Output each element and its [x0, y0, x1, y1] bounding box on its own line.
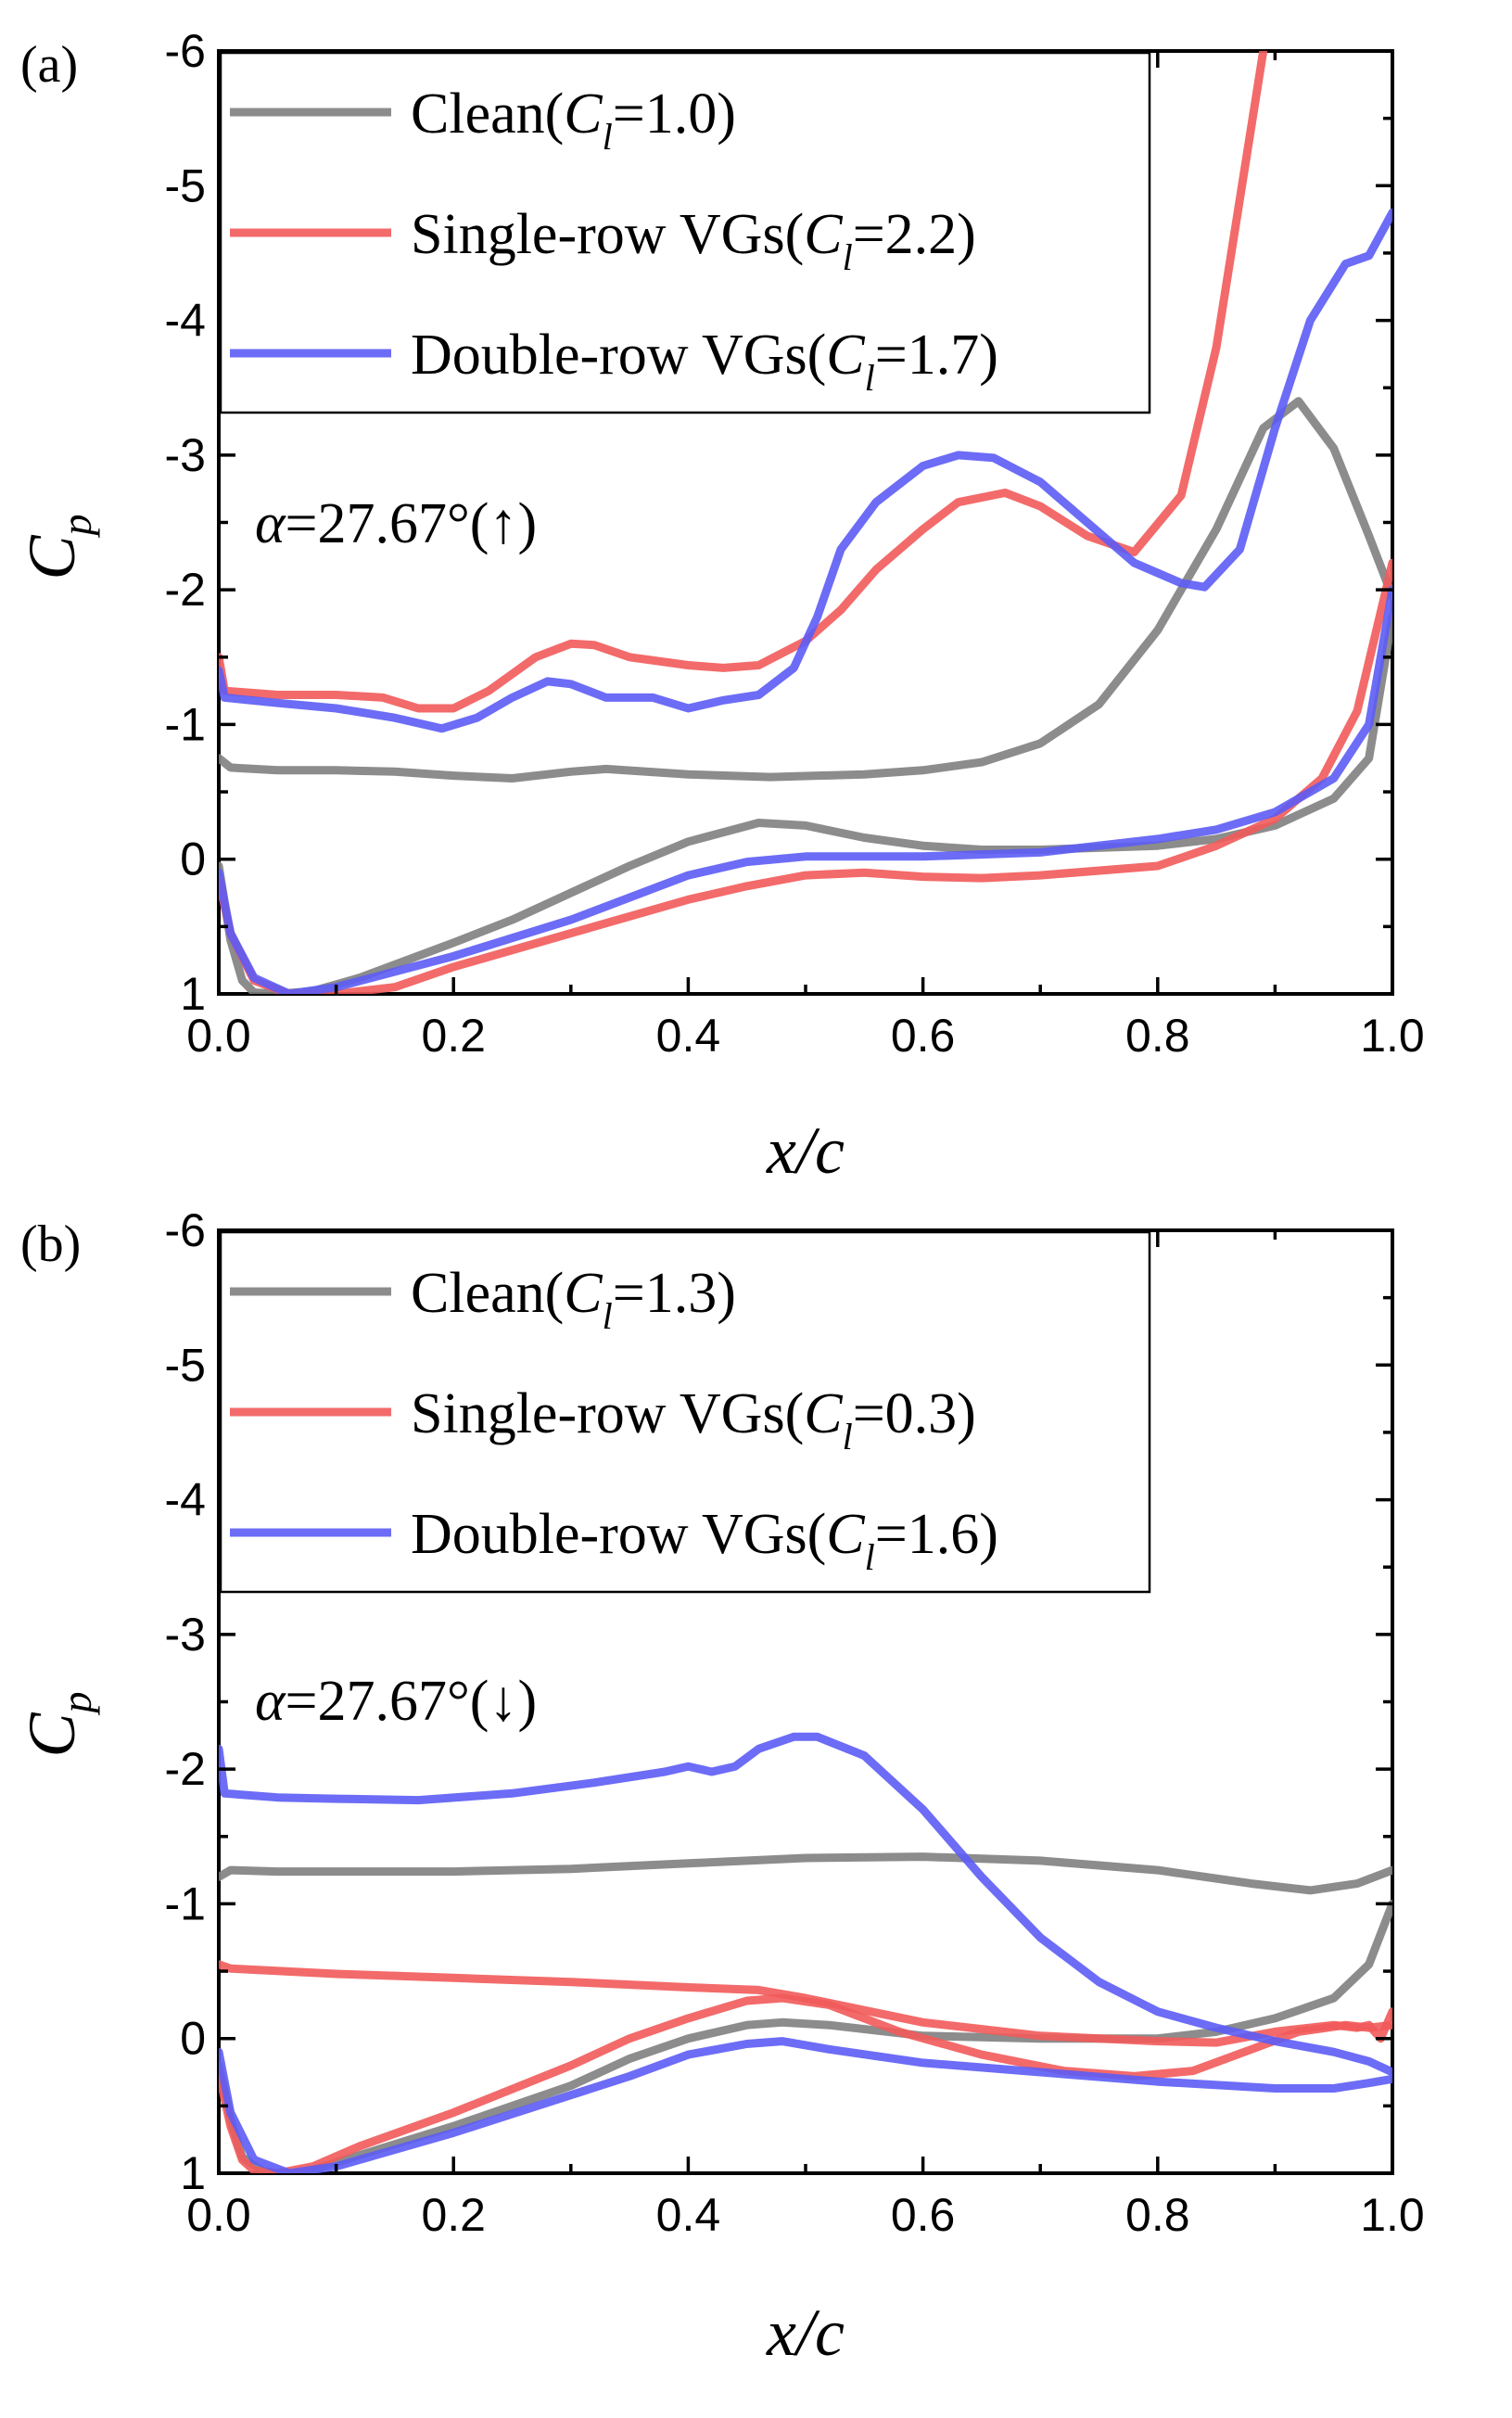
y-tick-label: -1	[165, 1877, 206, 1929]
x-tick-label: 0.4	[656, 1010, 721, 1062]
series-double-upper-line	[219, 1732, 1392, 2077]
x-tick-label: 0.8	[1125, 2189, 1190, 2241]
series-clean-lower-line	[219, 1899, 1392, 2173]
series-double-lower-line	[219, 2037, 1392, 2173]
x-tick-label: 0.6	[891, 1010, 956, 1062]
y-tick-label: 1	[180, 2147, 206, 2199]
x-tick-label: 0.2	[421, 2189, 486, 2241]
legend-label-double: Double-row VGs(Cl=1.7)	[411, 324, 998, 399]
annotation-text-a: =27.67°(↑)	[286, 492, 538, 555]
svg-text:Cp: Cp	[15, 514, 100, 579]
x-tick-label: 1.0	[1360, 2189, 1425, 2241]
y-tick-label: -6	[165, 1204, 206, 1256]
y-title-main-a: C	[15, 535, 89, 580]
legend-label-single: Single-row VGs(Cl=2.2)	[411, 203, 976, 278]
x-tick-label: 1.0	[1360, 1010, 1425, 1062]
x-tick-label: 0.4	[656, 2189, 721, 2241]
y-tick-label: -6	[165, 25, 206, 77]
y-tick-label: -5	[165, 159, 206, 211]
y-tick-label: -4	[165, 295, 206, 347]
y-tick-label: -4	[165, 1474, 206, 1526]
legend-label-double: Double-row VGs(Cl=1.6)	[411, 1503, 998, 1578]
panel-label-a: (a)	[20, 36, 78, 94]
panel-a: (a) 0.0 0.2 0.4 0.6 0.8 1.0 -6 -5 -4 -3 -2 -1 0 1 Cle…	[15, 25, 1425, 1188]
series-clean-upper-line	[219, 1852, 1392, 1895]
series-single-lower-line	[219, 558, 1392, 994]
x-axis-title-b: x/c	[766, 2296, 845, 2370]
y-title-main-b: C	[15, 1712, 89, 1758]
svg-text:Cp: Cp	[15, 1691, 100, 1757]
series-layer-b	[219, 1732, 1392, 2173]
annotation-text-b: =27.67°(↓)	[286, 1670, 538, 1733]
legend-entries-b: Clean(Cl=1.3) Single-row VGs(Cl=0.3) Doubl…	[230, 1262, 998, 1578]
y-tick-label: 1	[180, 968, 206, 1020]
y-axis-title-a: Cp	[15, 514, 100, 579]
legend-label-clean: Clean(Cl=1.3)	[411, 1262, 736, 1337]
panel-b: (b) 0.0 0.2 0.4 0.6 0.8 1.0 -6 -5 -4 -3 -2 -1 0 1 Cle…	[15, 1204, 1425, 2370]
y-title-sub-a: p	[53, 514, 100, 538]
y-tick-label: -1	[165, 698, 206, 750]
tick-labels-a: 0.0 0.2 0.4 0.6 0.8 1.0 -6 -5 -4 -3 -2 -1 0 1	[165, 25, 1425, 1062]
x-tick-label: 0.8	[1125, 1010, 1190, 1062]
series-single-lower-line	[219, 1993, 1392, 2173]
panel-label-b: (b)	[20, 1215, 81, 1273]
x-axis-title-a: x/c	[766, 1114, 845, 1188]
y-title-sub-b: p	[53, 1691, 100, 1715]
x-tick-label: 0.0	[186, 1010, 251, 1062]
legend-label-clean: Clean(Cl=1.0)	[411, 83, 736, 158]
y-tick-label: -2	[165, 1743, 206, 1795]
series-clean-lower-line	[219, 612, 1392, 994]
alpha-symbol-b: α	[255, 1670, 286, 1733]
tick-labels-b: 0.0 0.2 0.4 0.6 0.8 1.0 -6 -5 -4 -3 -2 -1 0 1	[165, 1204, 1425, 2241]
y-tick-label: -2	[165, 564, 206, 616]
legend-entries-a: Clean(Cl=1.0) Single-row VGs(Cl=2.2) Doubl…	[230, 83, 998, 399]
series-layer-a	[219, 51, 1392, 994]
series-double-lower-line	[219, 585, 1392, 994]
y-tick-label: -3	[165, 429, 206, 481]
annotation-a: α=27.67°(↑)	[255, 492, 537, 555]
series-double-upper-line	[219, 208, 1392, 733]
y-tick-label: -5	[165, 1339, 206, 1391]
legend-label-single: Single-row VGs(Cl=0.3)	[411, 1382, 976, 1457]
annotation-b: α=27.67°(↓)	[255, 1670, 537, 1733]
y-axis-title-b: Cp	[15, 1691, 100, 1757]
x-tick-label: 0.2	[421, 1010, 486, 1062]
x-tick-label: 0.0	[186, 2189, 251, 2241]
y-tick-label: 0	[180, 834, 206, 885]
alpha-symbol-a: α	[255, 492, 286, 555]
y-tick-label: 0	[180, 2013, 206, 2065]
y-tick-label: -3	[165, 1609, 206, 1661]
x-tick-label: 0.6	[891, 2189, 956, 2241]
